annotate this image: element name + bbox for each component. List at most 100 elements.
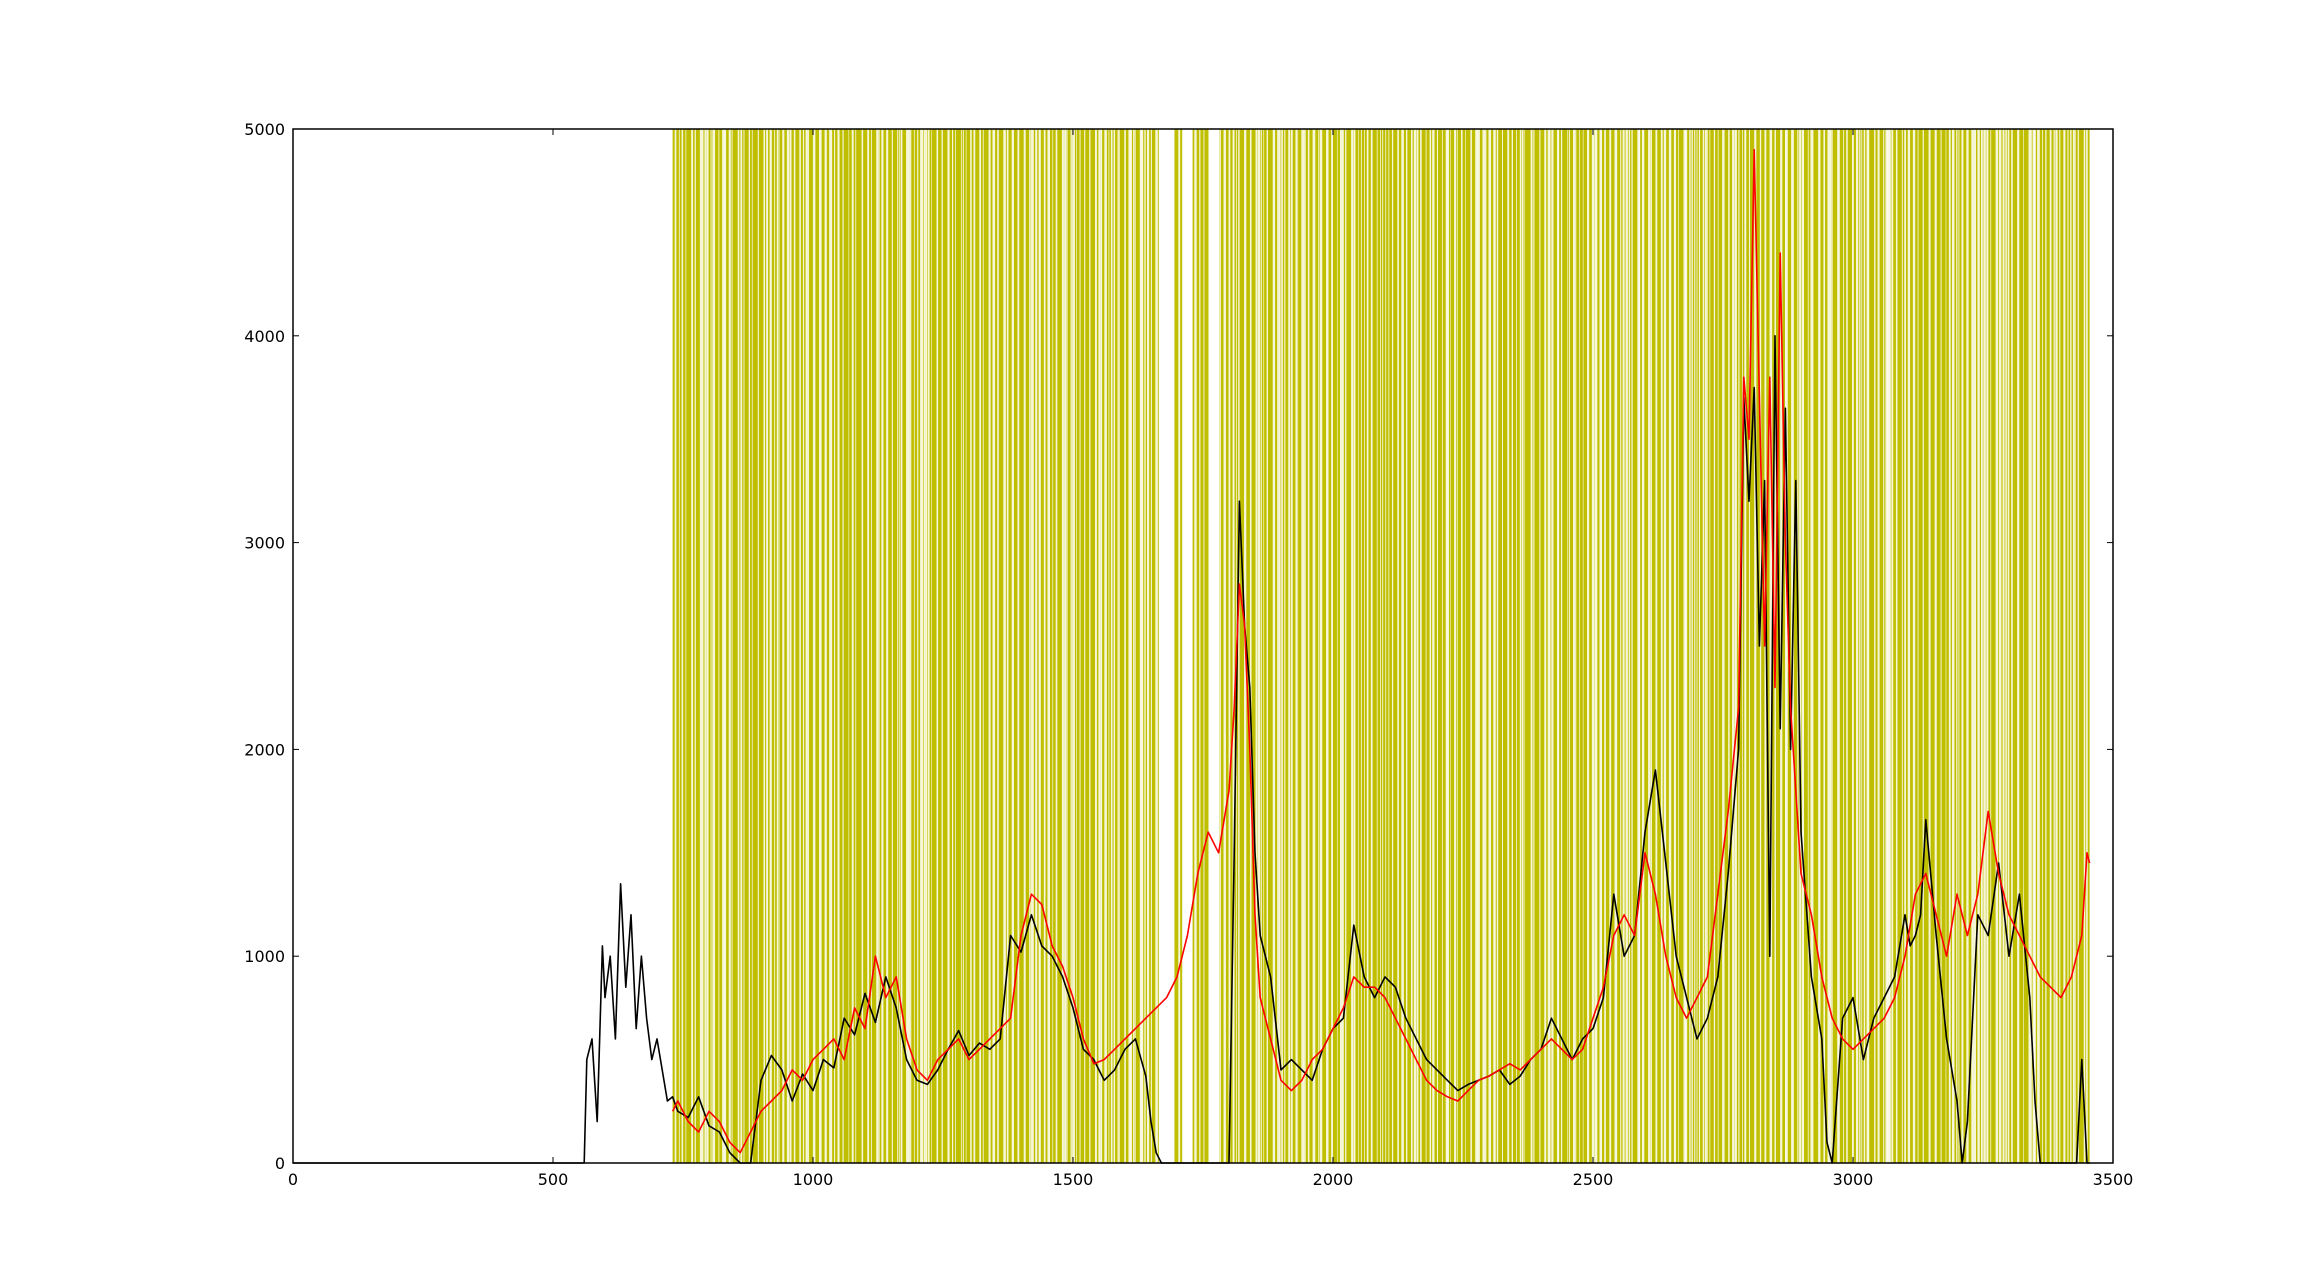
band-fill — [672, 129, 2090, 1163]
band-gap-line — [2023, 129, 2024, 1163]
band-gap-line — [1995, 129, 1999, 1163]
band-gap-line — [812, 129, 816, 1163]
band-gap-line — [1945, 129, 1947, 1163]
band-gap-line — [766, 129, 769, 1163]
x-tick-label: 1000 — [793, 1170, 834, 1189]
band-gap-line — [2042, 129, 2044, 1163]
band-gap-line — [936, 129, 939, 1163]
band-gap-line — [1934, 129, 1937, 1163]
band-gap-line — [1702, 129, 1705, 1163]
band-gap-line — [782, 129, 785, 1163]
band-gap-line — [870, 129, 872, 1163]
band-gap-line — [1066, 129, 1068, 1163]
band-gap-line — [2034, 129, 2036, 1163]
band-gap-line — [1990, 129, 1992, 1163]
band-gap-line — [1089, 129, 1091, 1163]
band-gap-line — [674, 129, 677, 1163]
band-gap-line — [1901, 129, 1903, 1163]
band-gap-line — [955, 129, 957, 1163]
band-gap-line — [962, 129, 964, 1163]
band-gap-line — [2045, 129, 2047, 1163]
band-gap-line — [728, 129, 731, 1163]
band-gap-line — [1425, 129, 1427, 1163]
band-gap-line — [1812, 129, 1814, 1163]
band-gap-line — [1759, 129, 1762, 1163]
band-gap-line — [1519, 129, 1522, 1163]
band-gap-line — [1319, 129, 1323, 1163]
band-gap-line — [1429, 129, 1432, 1163]
band-gap-line — [1691, 129, 1693, 1163]
band-gap-line — [931, 129, 933, 1163]
band-gap-line — [1507, 129, 1510, 1163]
band-gap-line — [1838, 129, 1840, 1163]
band-gap-line — [1391, 129, 1394, 1163]
band-gap-line — [1837, 129, 1840, 1163]
band-gap-line — [988, 129, 991, 1163]
band-gap-line — [1351, 129, 1354, 1163]
band-gap-line — [1698, 129, 1701, 1163]
band-gap-line — [1889, 129, 1891, 1163]
band-gap-line — [1017, 129, 1020, 1163]
band-gap-line — [1098, 129, 1101, 1163]
band-gap-line — [1155, 129, 1158, 1163]
band-gap-line — [1465, 129, 1466, 1163]
band-gap-line — [1748, 129, 1750, 1163]
band-gap-line — [851, 129, 854, 1163]
band-gap-line — [1150, 129, 1152, 1163]
band-gap-line — [923, 129, 926, 1163]
band-gap-line — [1232, 129, 1235, 1163]
band-gap-line — [1966, 129, 1969, 1163]
band-gap-line — [891, 129, 893, 1163]
band-gap-line — [710, 129, 712, 1163]
band-gap-line — [1035, 129, 1038, 1163]
band-gap-line — [1843, 129, 1845, 1163]
band-gap-line — [1530, 129, 1533, 1163]
band-gap-line — [1694, 129, 1696, 1163]
band-gap-line — [1567, 129, 1568, 1163]
series-line-1 — [293, 334, 2090, 1164]
band-gap-line — [1117, 129, 1119, 1163]
band-gap-line — [1450, 129, 1452, 1163]
band-gap-line — [751, 129, 753, 1163]
band-gap-line — [2086, 129, 2088, 1163]
band-gap-line — [1178, 129, 1181, 1163]
band-gap-line — [1339, 129, 1342, 1163]
band-gap-line — [807, 129, 809, 1163]
band-gap-line — [1295, 129, 1298, 1163]
band-gap-line — [1868, 129, 1870, 1163]
band-gap-line — [1445, 129, 1448, 1163]
band-gap-line — [1095, 129, 1097, 1163]
band-gap-line — [1660, 129, 1663, 1163]
band-gap-line — [2070, 129, 2072, 1163]
band-gap-line — [1582, 129, 1584, 1163]
band-gap-line — [1784, 129, 1788, 1163]
band-gap-line — [1249, 129, 1252, 1163]
band-gap-line — [1846, 129, 1848, 1163]
band-gap-line — [1061, 129, 1064, 1163]
band-gap-line — [861, 129, 864, 1163]
band-gap-line — [1533, 129, 1535, 1163]
band-gap — [1158, 129, 1175, 1163]
band-gap-line — [1281, 129, 1283, 1163]
band-gap-line — [694, 129, 696, 1163]
band-gap-line — [819, 129, 822, 1163]
band-gap-line — [1704, 129, 1707, 1163]
y-tick-label: 1000 — [244, 947, 285, 966]
band-gap-line — [1173, 129, 1175, 1163]
band-gap-line — [1130, 129, 1132, 1163]
y-tick-label: 5000 — [244, 120, 285, 139]
band-gap-line — [1194, 129, 1197, 1163]
band-gap-line — [1717, 129, 1719, 1163]
band-gap-line — [1539, 129, 1541, 1163]
band-gap-line — [1161, 129, 1163, 1163]
band-gap-line — [1713, 129, 1716, 1163]
band-gap-line — [1859, 129, 1861, 1163]
band-gap-line — [1511, 129, 1513, 1163]
band-gap-line — [2063, 129, 2066, 1163]
band-gap-line — [1502, 129, 1504, 1163]
band-gap-line — [802, 129, 805, 1163]
band-gap-line — [1641, 129, 1645, 1163]
x-tick-label: 500 — [538, 1170, 569, 1189]
band-gap-line — [1558, 129, 1560, 1163]
